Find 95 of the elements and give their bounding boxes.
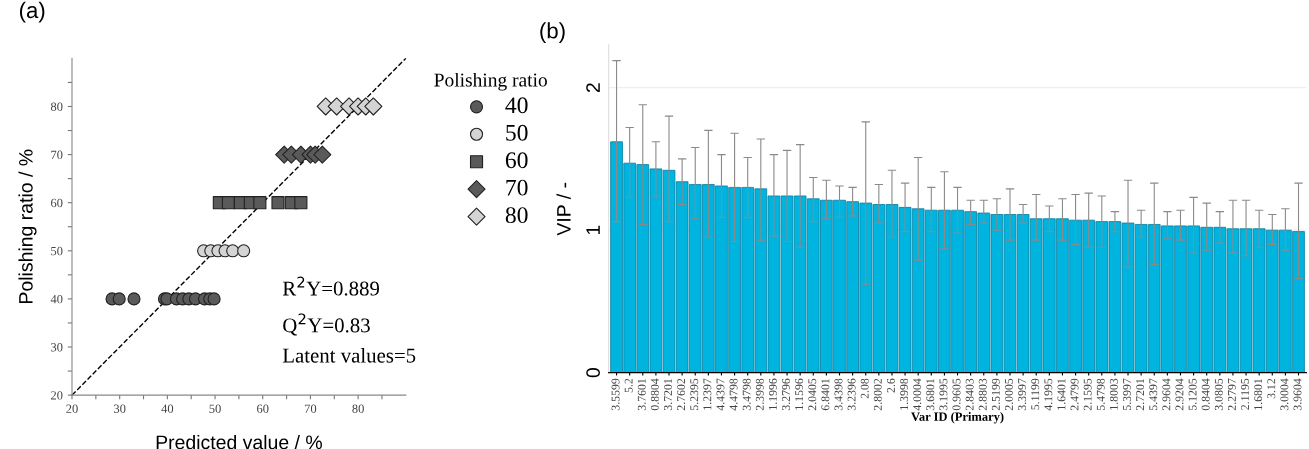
- x-tick-label: 2.7201: [1136, 378, 1145, 411]
- x-tick-label: 6.8401: [821, 378, 830, 411]
- x-tick-label: 2.8803: [978, 378, 987, 411]
- x-tick-label: 5.2: [624, 378, 633, 393]
- x-axis-title: Var ID (Primary): [911, 412, 1004, 424]
- x-tick-label: 0.8804: [650, 378, 659, 411]
- point: [221, 196, 235, 210]
- x-tick-label: 3.2796: [782, 378, 791, 411]
- x-tick-label: 4.1995: [1044, 378, 1053, 411]
- y-tick-label: 60: [51, 198, 63, 208]
- point: [127, 292, 141, 306]
- x-tick-label: 3.9604: [1293, 378, 1302, 411]
- x-tick-label: 2.8403: [965, 378, 974, 411]
- chart-title: (b): [540, 22, 565, 43]
- x-tick-label: 1.3998: [900, 378, 909, 410]
- x-tick-label: 2.6: [886, 378, 895, 393]
- x-tick-label: 3.4398: [834, 378, 843, 411]
- x-tick-label: 2.3998: [755, 378, 764, 411]
- x-tick-label: 2.2797: [1227, 378, 1236, 411]
- x-tick-label: 1.2397: [703, 378, 712, 410]
- point: [226, 244, 240, 258]
- legend-label: 50: [506, 124, 528, 141]
- x-tick-label: 0.8404: [1201, 378, 1210, 411]
- y-tick-label: 50: [51, 246, 63, 256]
- point: [207, 292, 221, 306]
- chart-title: (a): [19, 1, 45, 23]
- y-tick-label: 40: [50, 294, 63, 304]
- point: [253, 196, 267, 210]
- y-axis-title: Polishing ratio / %: [18, 149, 37, 303]
- x-tick-label: 3.0805: [1214, 378, 1223, 411]
- y-tick-label: 80: [50, 102, 63, 111]
- point: [271, 196, 285, 210]
- x-tick-label: 50: [209, 404, 221, 413]
- x-tick-label: 20: [66, 404, 78, 413]
- x-tick-label: 5.1199: [1031, 378, 1040, 410]
- x-tick-label: 5.3997: [1123, 378, 1132, 410]
- x-tick-label: 5.4397: [1149, 378, 1158, 410]
- x-tick-label: 80: [352, 404, 364, 413]
- x-tick-label: 4.4798: [729, 378, 738, 411]
- x-tick-label: 1.1596: [795, 378, 804, 410]
- x-tick-label: 3.0004: [1280, 378, 1289, 411]
- x-tick-label: 2.1595: [1083, 378, 1092, 411]
- x-tick-label: 2.7602: [677, 378, 686, 411]
- x-tick-label: 3.1995: [939, 378, 948, 411]
- x-tick-label: 2.08: [860, 378, 869, 399]
- x-axis-title: Predicted value / %: [156, 434, 322, 449]
- y-tick-label: 70: [51, 150, 63, 160]
- x-tick-label: 2.4799: [1070, 378, 1079, 411]
- legend-label: 40: [505, 97, 528, 114]
- x-tick-label: 4.4397: [716, 378, 725, 411]
- x-tick-label: 1.1996: [768, 378, 777, 410]
- x-tick-label: 1.8003: [1109, 378, 1118, 410]
- x-tick-label: 60: [257, 404, 269, 413]
- y-tick-label: 0: [586, 368, 600, 378]
- x-tick-label: 3.4798: [742, 378, 751, 411]
- annotation: Latent values=5: [282, 347, 416, 363]
- x-tick-label: 2.5199: [991, 378, 1000, 411]
- x-tick-label: 40: [161, 404, 174, 413]
- y-tick-label: 30: [51, 343, 63, 352]
- x-tick-label: 2.0005: [1004, 378, 1013, 411]
- x-tick-label: 3.6801: [926, 378, 935, 411]
- legend-label: 70: [506, 179, 528, 196]
- point: [237, 244, 251, 258]
- x-tick-label: 5.2395: [690, 378, 699, 410]
- y-tick-label: 2: [586, 83, 600, 93]
- x-tick-label: 2.8002: [873, 378, 882, 411]
- annotation: Q$^{2}$Y=0.83: [283, 313, 370, 336]
- point: [112, 292, 126, 306]
- x-tick-label: 70: [304, 404, 317, 413]
- x-tick-label: 4.0004: [913, 378, 922, 411]
- x-tick-label: 1.6801: [1254, 378, 1263, 410]
- x-tick-label: 5.1205: [1188, 378, 1197, 410]
- annotation: R$^{2}$Y=0.889: [282, 276, 380, 296]
- x-tick-label: 30: [114, 404, 126, 413]
- x-tick-label: 3.12: [1267, 378, 1276, 399]
- x-tick-label: 2.1195: [1241, 378, 1250, 410]
- x-tick-label: 5.4798: [1096, 378, 1105, 410]
- point: [364, 97, 383, 116]
- x-tick-label: 2.9204: [1175, 378, 1184, 411]
- legend-label: 60: [505, 152, 528, 169]
- point: [294, 196, 308, 210]
- y-tick-label: 1: [586, 225, 600, 235]
- x-tick-label: 3.7201: [664, 378, 673, 411]
- x-tick-label: 3.5599: [611, 378, 620, 411]
- x-tick-label: 3.7601: [637, 378, 646, 411]
- legend-title: Polishing ratio: [434, 72, 547, 91]
- y-axis-title: VIP / -: [556, 182, 571, 236]
- x-tick-label: 1.6401: [1057, 378, 1066, 410]
- x-tick-label: 3.2396: [847, 378, 856, 411]
- x-tick-label: 2.9604: [1162, 378, 1171, 411]
- legend-label: 80: [505, 207, 528, 224]
- x-tick-label: 2.0405: [808, 378, 817, 411]
- x-tick-label: 0.9605: [952, 378, 961, 411]
- x-tick-label: 3.3997: [1018, 378, 1027, 411]
- point: [313, 145, 332, 164]
